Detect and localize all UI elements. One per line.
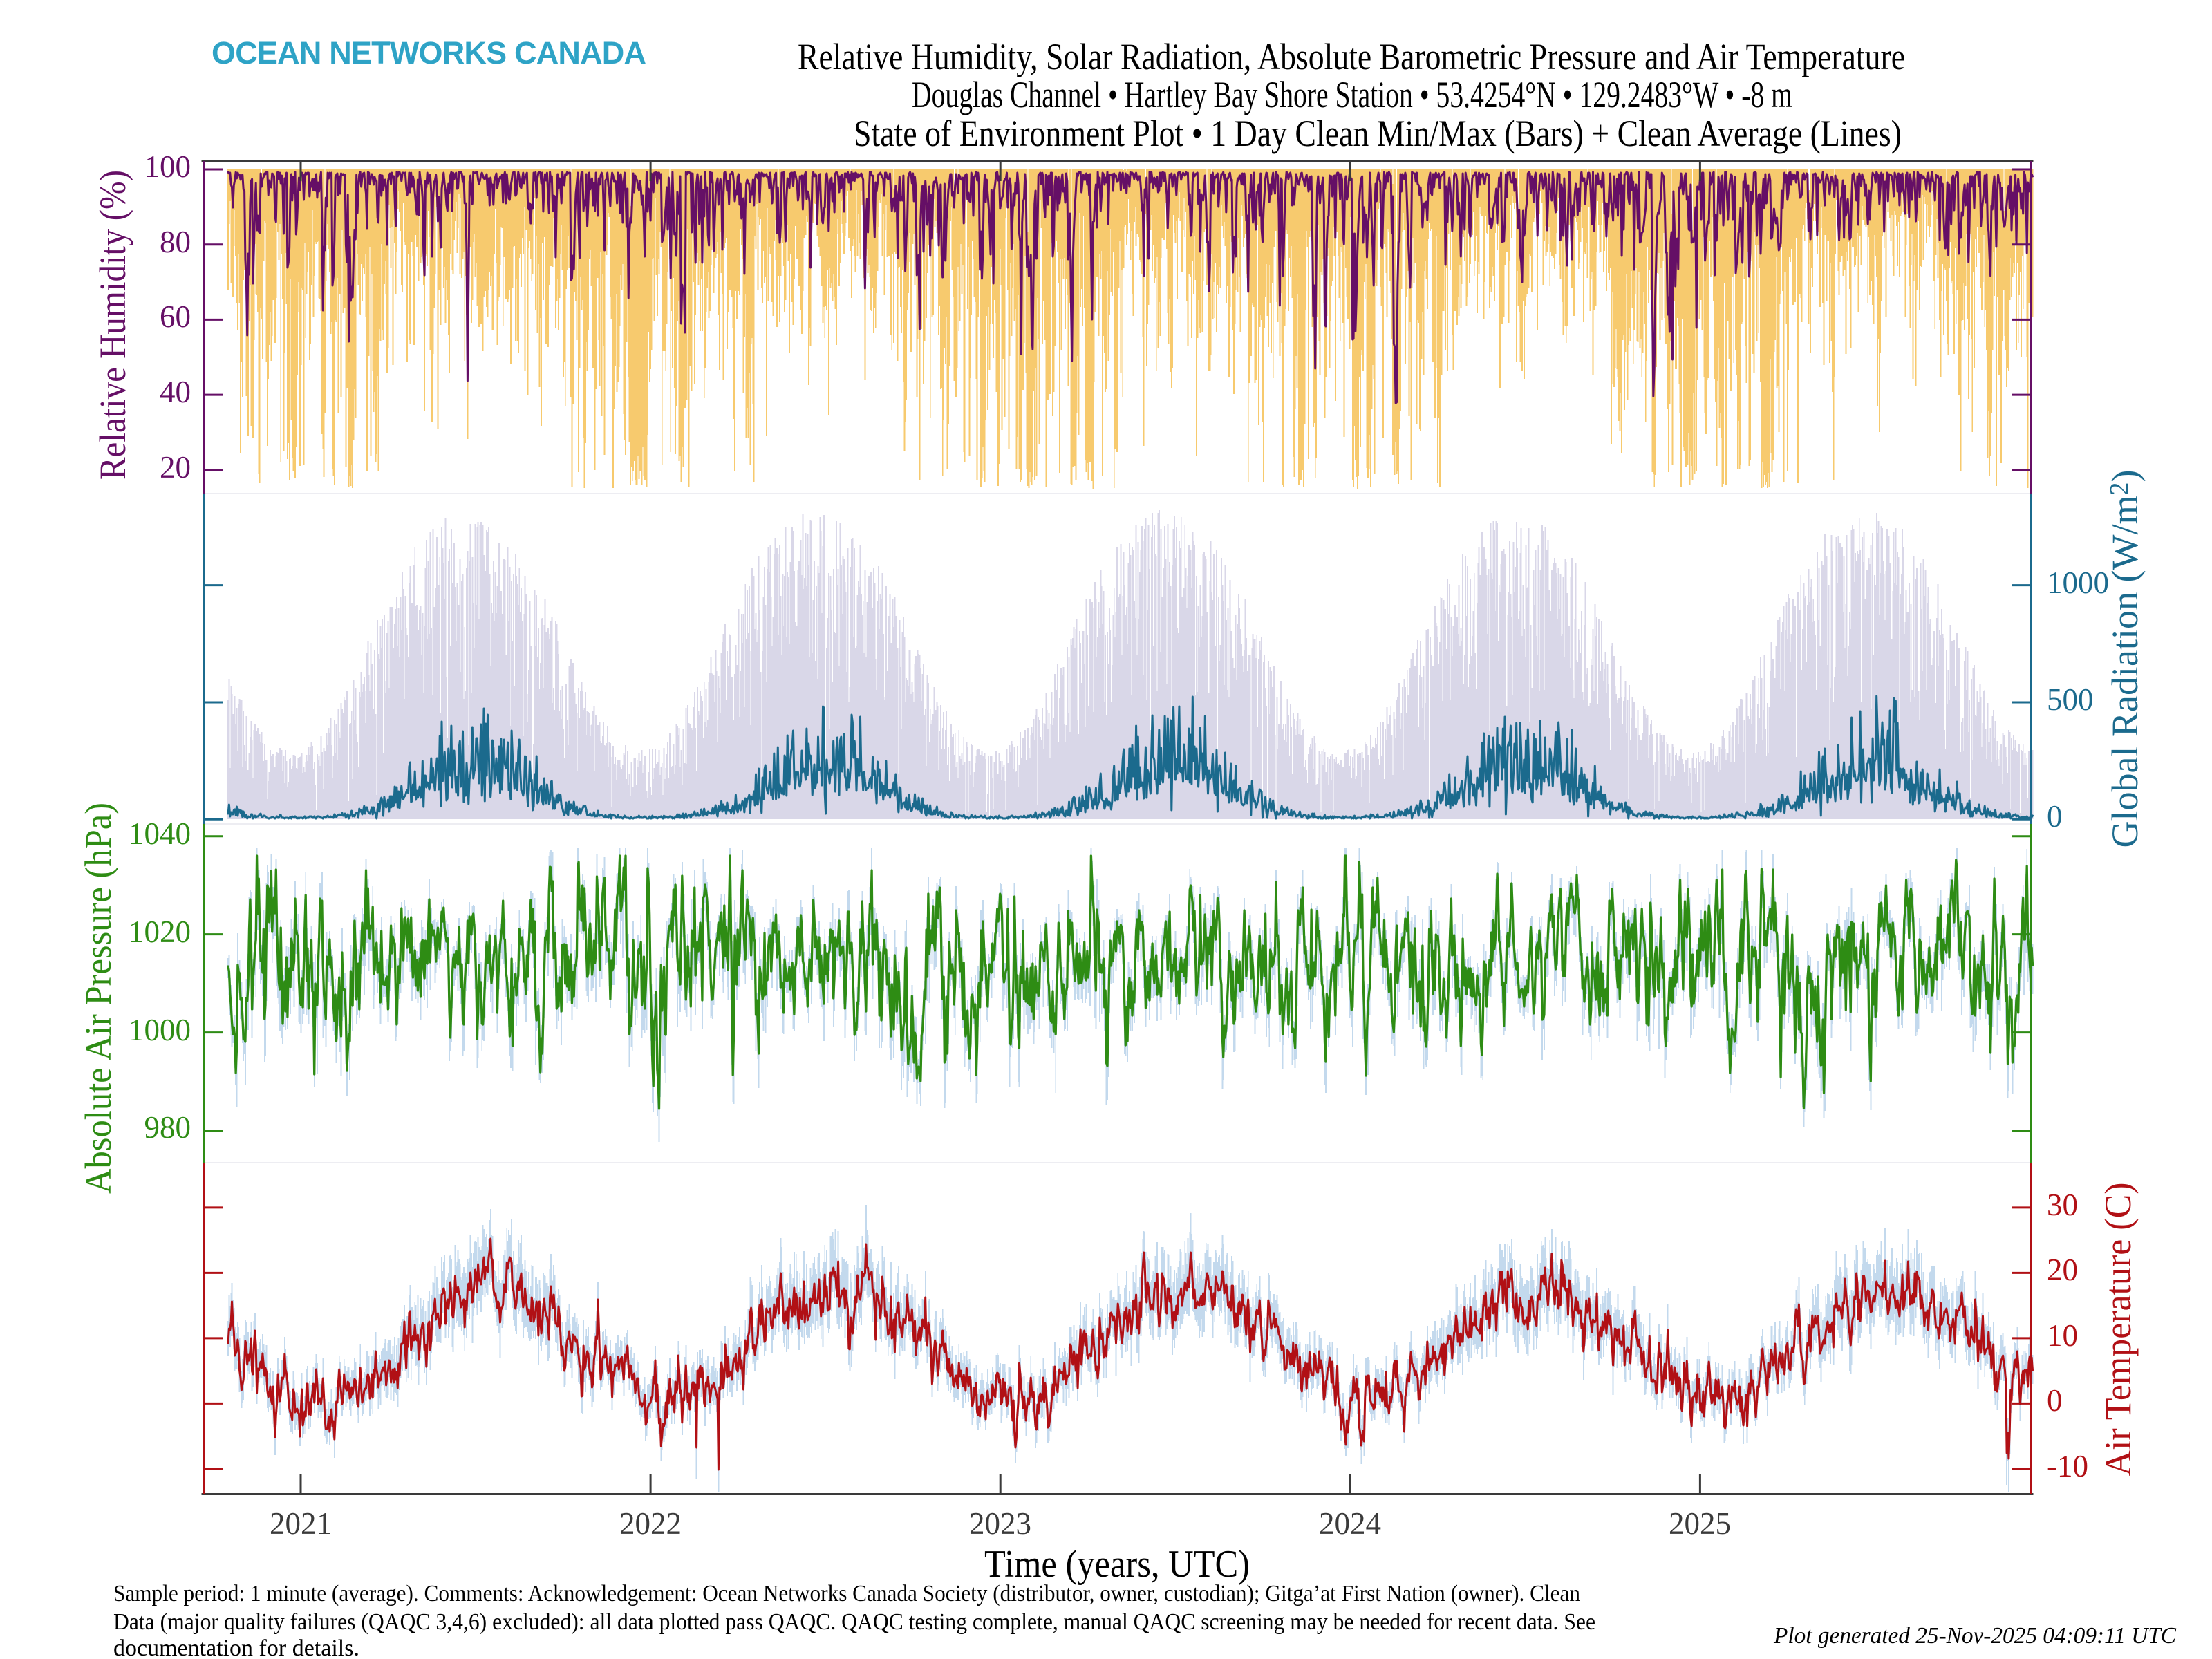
svg-text:-10: -10 xyxy=(2047,1449,2088,1483)
svg-text:State of Environment Plot • 1: State of Environment Plot • 1 Day Clean … xyxy=(854,113,1902,154)
svg-text:1020: 1020 xyxy=(129,915,191,949)
svg-text:Douglas Channel • Hartley Bay: Douglas Channel • Hartley Bay Shore Stat… xyxy=(912,74,1792,115)
svg-text:60: 60 xyxy=(160,299,191,334)
svg-text:1000: 1000 xyxy=(2047,565,2109,600)
svg-text:Time (years, UTC): Time (years, UTC) xyxy=(984,1543,1250,1586)
svg-text:20: 20 xyxy=(160,450,191,485)
svg-text:80: 80 xyxy=(160,225,191,259)
svg-text:2021: 2021 xyxy=(270,1506,332,1541)
svg-text:1040: 1040 xyxy=(129,816,191,851)
svg-text:30: 30 xyxy=(2047,1188,2078,1222)
svg-text:2024: 2024 xyxy=(1319,1506,1381,1541)
svg-text:1000: 1000 xyxy=(129,1013,191,1047)
svg-text:2023: 2023 xyxy=(969,1506,1031,1541)
svg-text:Sample period: 1 minute (avera: Sample period: 1 minute (average). Comme… xyxy=(113,1581,1580,1606)
svg-text:980: 980 xyxy=(144,1110,191,1145)
svg-text:100: 100 xyxy=(144,149,191,184)
svg-text:2022: 2022 xyxy=(619,1506,682,1541)
svg-text:0: 0 xyxy=(2047,799,2063,834)
svg-text:Global Radiation (W/m2): Global Radiation (W/m2) xyxy=(2104,470,2146,848)
svg-text:10: 10 xyxy=(2047,1318,2078,1353)
svg-text:40: 40 xyxy=(160,375,191,409)
svg-text:500: 500 xyxy=(2047,682,2094,717)
svg-text:0: 0 xyxy=(2047,1383,2063,1418)
svg-text:documentation for details.: documentation for details. xyxy=(113,1635,359,1659)
svg-text:Plot generated 25-Nov-2025 04:: Plot generated 25-Nov-2025 04:09:11 UTC xyxy=(1773,1623,2176,1649)
svg-text:Absolute Air Pressure (hPa): Absolute Air Pressure (hPa) xyxy=(77,803,119,1194)
svg-text:Data (major quality failures (: Data (major quality failures (QAQC 3,4,6… xyxy=(113,1609,1595,1635)
svg-text:2025: 2025 xyxy=(1669,1506,1731,1541)
svg-text:Air Temperature (C): Air Temperature (C) xyxy=(2097,1183,2139,1477)
svg-text:Relative Humidity, Solar Radia: Relative Humidity, Solar Radiation, Abso… xyxy=(798,36,1905,77)
svg-text:OCEAN NETWORKS CANADA: OCEAN NETWORKS CANADA xyxy=(212,35,646,71)
svg-text:Relative Humidity (%): Relative Humidity (%) xyxy=(92,170,133,480)
svg-text:20: 20 xyxy=(2047,1253,2078,1287)
